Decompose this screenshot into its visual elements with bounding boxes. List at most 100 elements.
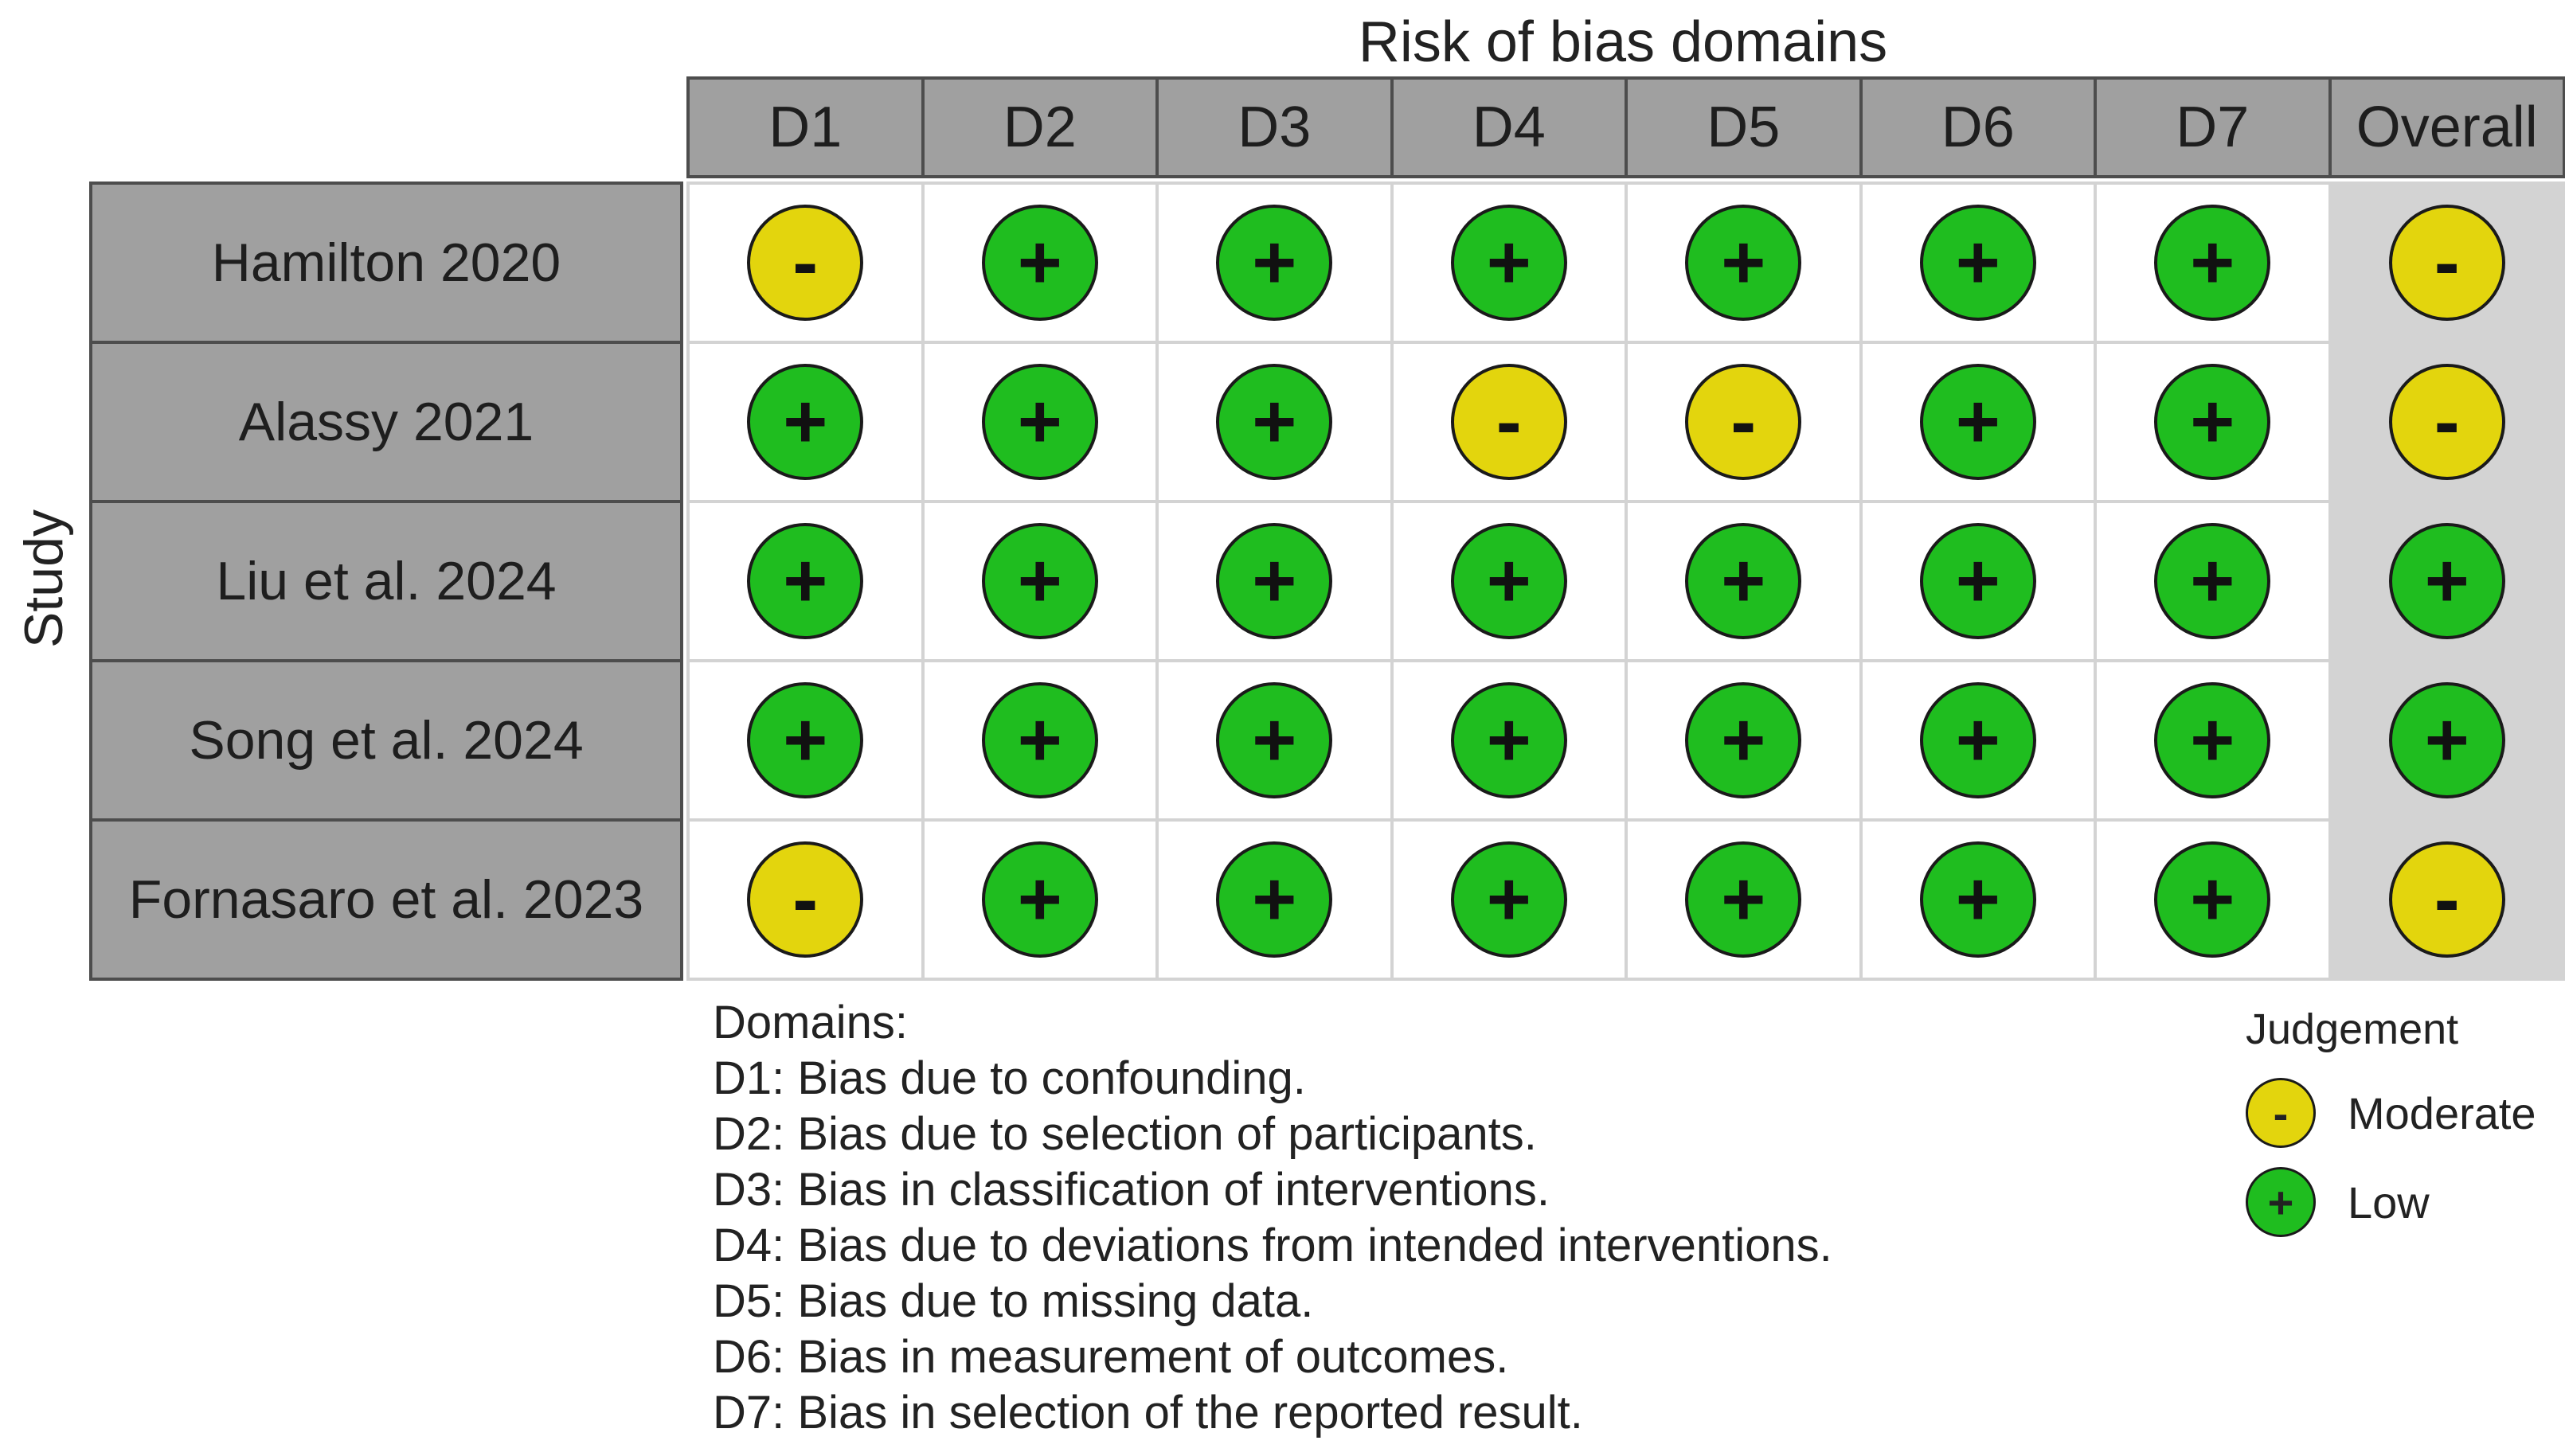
legend-label-moderate: Moderate [2348,1087,2536,1138]
low-judgement-icon: + [1685,682,1802,798]
judgement-cell: + [1859,341,2097,503]
judgement-cell: - [686,818,925,981]
column-header-overall: Overall [2328,76,2565,178]
judgement-cell: + [1625,500,1863,662]
judgement-legend: Judgement - Moderate + Low [2246,1005,2536,1247]
judgement-cell: - [1625,341,1863,503]
judgement-cell: + [1155,341,1394,503]
study-label: Liu et al. 2024 [89,500,683,662]
judgement-cell: + [1859,182,2097,344]
study-label: Hamilton 2020 [89,182,683,344]
low-judgement-icon: + [1216,205,1333,321]
judgement-cell: - [2328,818,2565,981]
low-judgement-icon: + [981,841,1098,958]
low-judgement-icon: + [1450,682,1567,798]
study-label: Song et al. 2024 [89,659,683,822]
column-header-d3: D3 [1155,76,1394,178]
moderate-judgement-icon: - [2388,205,2505,321]
judgement-cell: + [921,341,1159,503]
judgement-cell: + [1625,659,1863,822]
domain-item-d7: D7: Bias in selection of the reported re… [713,1387,1583,1438]
judgement-cell: + [2094,182,2332,344]
low-judgement-icon: + [1450,205,1567,321]
judgement-cell: + [1625,182,1863,344]
judgement-cell: - [1390,341,1628,503]
domain-item-d6: D6: Bias in measurement of outcomes. [713,1331,1509,1383]
domains-key: Domains: D1: Bias due to confounding. D2… [713,995,1832,1441]
low-judgement-icon: + [1685,523,1802,639]
moderate-judgement-icon: - [2388,841,2505,958]
low-judgement-icon: + [1216,364,1333,480]
low-judgement-icon: + [747,364,864,480]
risk-of-bias-grid: D1 D2 D3 D4 D5 D6 D7 Overall Hamilton 2020- + + + + +… [89,76,2565,981]
judgement-cell: + [1859,818,2097,981]
domains-heading: Domains: [713,997,908,1048]
judgement-cell: - [2328,341,2565,503]
judgement-cell: + [2094,659,2332,822]
moderate-icon: - [2246,1078,2316,1148]
judgement-cell: + [2094,341,2332,503]
legend-item-moderate: - Moderate [2246,1068,2536,1157]
column-header-d2: D2 [921,76,1159,178]
low-judgement-icon: + [1919,841,2036,958]
low-judgement-icon: + [1216,523,1333,639]
judgement-cell: + [2094,500,2332,662]
judgement-cell: + [1155,818,1394,981]
low-judgement-icon: + [1919,364,2036,480]
domain-item-d2: D2: Bias due to selection of participant… [713,1108,1537,1160]
low-judgement-icon: + [2154,364,2271,480]
domain-item-d5: D5: Bias due to missing data. [713,1275,1314,1327]
low-judgement-icon: + [1919,523,2036,639]
judgement-cell: + [1390,659,1628,822]
judgement-cell: + [1625,818,1863,981]
low-icon: + [2246,1167,2316,1237]
judgement-cell: + [1155,659,1394,822]
domain-item-d4: D4: Bias due to deviations from intended… [713,1220,1832,1271]
low-judgement-icon: + [1216,682,1333,798]
low-judgement-icon: + [1216,841,1333,958]
low-judgement-icon: + [2388,682,2505,798]
column-header-d7: D7 [2094,76,2332,178]
column-header-d5: D5 [1625,76,1863,178]
judgement-cell: + [1390,182,1628,344]
low-judgement-icon: + [2388,523,2505,639]
judgement-cell: + [2328,659,2565,822]
judgement-cell: + [686,500,925,662]
moderate-judgement-icon: - [1450,364,1567,480]
low-judgement-icon: + [981,205,1098,321]
judgement-cell: + [921,182,1159,344]
judgement-cell: + [1390,818,1628,981]
low-judgement-icon: + [1450,841,1567,958]
legend-item-low: + Low [2246,1157,2536,1247]
judgement-cell: + [2328,500,2565,662]
moderate-judgement-icon: - [2388,364,2505,480]
low-judgement-icon: + [747,682,864,798]
judgement-cell: + [686,659,925,822]
judgement-cell: + [1859,659,2097,822]
judgement-cell: + [921,659,1159,822]
domain-item-d1: D1: Bias due to confounding. [713,1052,1306,1104]
low-judgement-icon: + [981,682,1098,798]
low-judgement-icon: + [1685,205,1802,321]
column-header-d6: D6 [1859,76,2097,178]
judgement-cell: + [2094,818,2332,981]
judgement-cell: - [686,182,925,344]
moderate-judgement-icon: - [747,841,864,958]
legend-title: Judgement [2246,1005,2459,1053]
low-judgement-icon: + [2154,841,2271,958]
low-judgement-icon: + [2154,205,2271,321]
low-judgement-icon: + [2154,682,2271,798]
low-judgement-icon: + [747,523,864,639]
domain-item-d3: D3: Bias in classification of interventi… [713,1164,1550,1216]
judgement-cell: + [686,341,925,503]
column-header-d1: D1 [686,76,925,178]
low-judgement-icon: + [1919,205,2036,321]
low-judgement-icon: + [981,364,1098,480]
study-label: Alassy 2021 [89,341,683,503]
low-judgement-icon: + [1450,523,1567,639]
moderate-judgement-icon: - [1685,364,1802,480]
low-judgement-icon: + [981,523,1098,639]
low-judgement-icon: + [1685,841,1802,958]
judgement-cell: - [2328,182,2565,344]
judgement-cell: + [1155,182,1394,344]
